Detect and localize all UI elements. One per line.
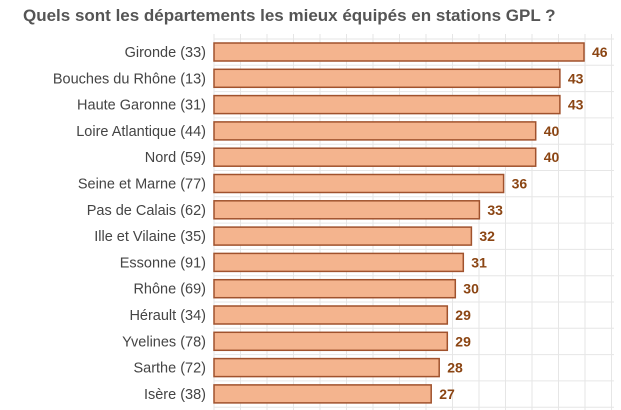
label-layer: Gironde (33) 46 Bouches du Rhône (13) 43 Hau… <box>53 44 608 403</box>
bar <box>213 226 473 246</box>
category-label: Hérault (34) <box>129 308 206 324</box>
bar <box>213 121 537 141</box>
value-label: 32 <box>479 228 495 244</box>
bar <box>213 200 481 220</box>
category-label: Sarthe (72) <box>133 361 206 377</box>
value-label: 46 <box>592 44 608 60</box>
category-label: Rhône (69) <box>133 282 206 298</box>
bar <box>213 331 449 352</box>
bar <box>213 173 505 194</box>
value-label: 43 <box>568 70 584 86</box>
value-label: 40 <box>544 123 560 139</box>
value-label: 36 <box>512 176 528 192</box>
category-label: Pas de Calais (62) <box>87 203 206 219</box>
value-label: 29 <box>455 333 471 349</box>
value-label: 30 <box>463 281 479 297</box>
category-label: Nord (59) <box>145 150 206 166</box>
grid-layer <box>213 34 614 410</box>
category-label: Yvelines (78) <box>122 334 206 350</box>
bar-layer <box>213 42 585 404</box>
bar <box>213 305 449 325</box>
category-label: Haute Garonne (31) <box>77 98 206 114</box>
category-label: Gironde (33) <box>125 45 206 61</box>
bar <box>213 252 465 273</box>
category-label: Isère (38) <box>144 387 206 403</box>
bar <box>213 68 561 89</box>
bar <box>213 147 537 167</box>
bar <box>213 384 432 404</box>
value-label: 28 <box>447 360 463 376</box>
value-label: 29 <box>455 307 471 323</box>
category-label: Essonne (91) <box>120 255 206 271</box>
value-label: 33 <box>487 202 503 218</box>
category-label: Seine et Marne (77) <box>78 177 206 193</box>
category-label: Bouches du Rhône (13) <box>53 71 206 87</box>
value-label: 43 <box>568 97 584 113</box>
category-label: Loire Atlantique (44) <box>76 124 206 140</box>
bar <box>213 278 457 299</box>
category-label: Ille et Vilaine (35) <box>94 229 206 245</box>
value-label: 40 <box>544 149 560 165</box>
bar <box>213 94 561 115</box>
bar <box>213 42 585 62</box>
chart-title: Quels sont les départements les mieux éq… <box>23 6 556 25</box>
value-label: 31 <box>471 254 487 270</box>
bar <box>213 357 440 378</box>
value-label: 27 <box>439 386 455 402</box>
